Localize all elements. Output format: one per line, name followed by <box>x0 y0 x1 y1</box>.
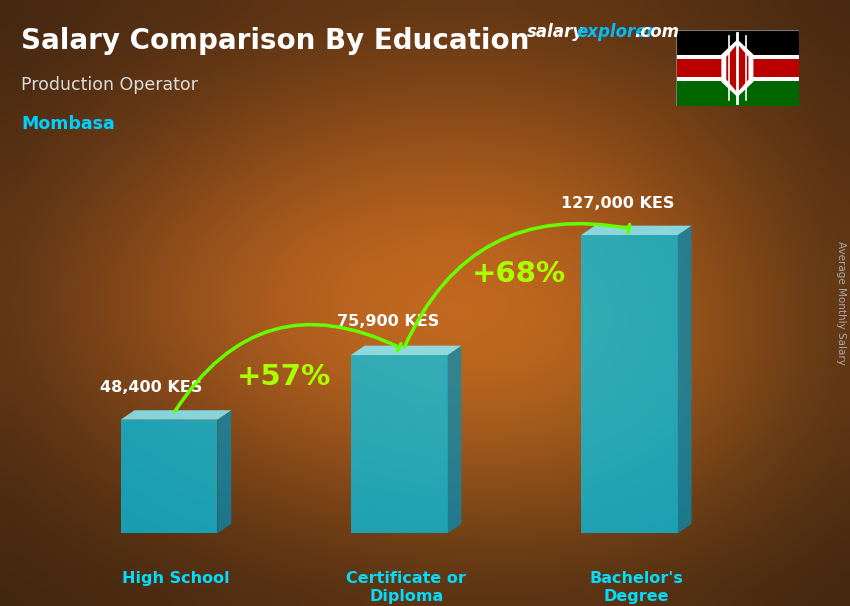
Bar <box>676 30 799 56</box>
Text: Average Monthly Salary: Average Monthly Salary <box>836 241 846 365</box>
Polygon shape <box>677 225 692 533</box>
Text: +68%: +68% <box>472 260 566 288</box>
Bar <box>676 55 799 59</box>
Text: Production Operator: Production Operator <box>21 76 198 94</box>
Polygon shape <box>448 345 462 533</box>
Text: Mombasa: Mombasa <box>21 115 115 133</box>
Bar <box>351 355 448 533</box>
Text: Bachelor's
Degree: Bachelor's Degree <box>589 571 683 604</box>
Bar <box>676 81 799 106</box>
Bar <box>121 419 218 533</box>
Text: 127,000 KES: 127,000 KES <box>561 196 675 211</box>
Polygon shape <box>722 39 753 97</box>
Text: High School: High School <box>122 571 230 586</box>
Text: Certificate or
Diploma: Certificate or Diploma <box>346 571 466 604</box>
Text: +57%: +57% <box>237 362 332 390</box>
Text: 48,400 KES: 48,400 KES <box>99 380 201 395</box>
Polygon shape <box>581 225 692 235</box>
Polygon shape <box>351 345 462 355</box>
Text: salary: salary <box>527 23 584 41</box>
Polygon shape <box>726 44 749 93</box>
Bar <box>676 56 799 81</box>
Polygon shape <box>218 410 231 533</box>
Text: Salary Comparison By Education: Salary Comparison By Education <box>21 27 530 55</box>
Bar <box>676 77 799 81</box>
Text: explorer: explorer <box>576 23 655 41</box>
Polygon shape <box>121 410 231 419</box>
Bar <box>581 235 677 533</box>
Text: 75,900 KES: 75,900 KES <box>337 314 439 328</box>
Text: .com: .com <box>634 23 679 41</box>
